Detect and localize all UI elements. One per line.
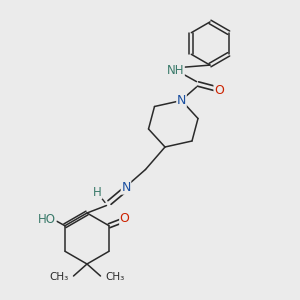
- Text: CH₃: CH₃: [105, 272, 124, 283]
- Text: N: N: [177, 94, 186, 107]
- Text: NH: NH: [167, 64, 184, 77]
- Text: N: N: [121, 181, 131, 194]
- Text: O: O: [214, 83, 224, 97]
- Text: O: O: [120, 212, 130, 225]
- Text: HO: HO: [38, 213, 56, 226]
- Text: CH₃: CH₃: [50, 272, 69, 283]
- Text: H: H: [93, 185, 102, 199]
